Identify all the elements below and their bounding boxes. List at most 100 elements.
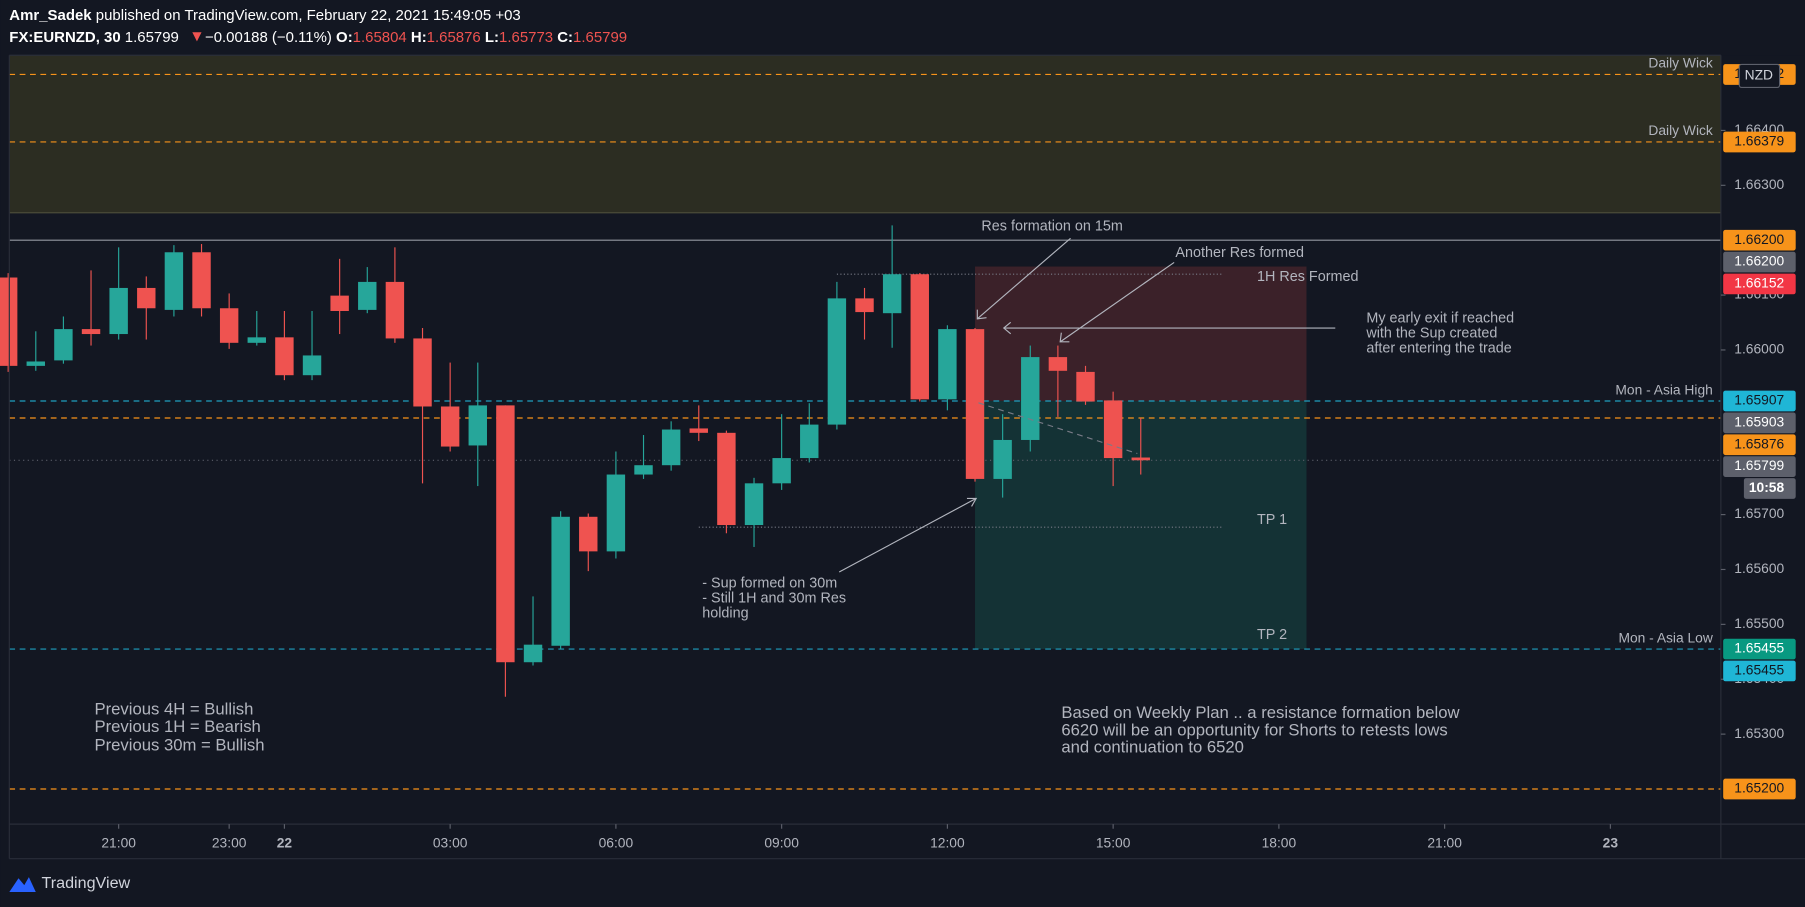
price-badge [1723, 131, 1796, 153]
price-badge [1723, 251, 1796, 273]
x-tick-label: 21:00 [1427, 834, 1462, 850]
x-tick-label: 03:00 [433, 834, 468, 850]
annotation: 6620 will be an opportunity for Shorts t… [1061, 720, 1447, 739]
arrow-head [966, 497, 978, 507]
candle-body [855, 298, 874, 313]
candle-body [109, 287, 128, 335]
level-label: Mon - Asia High [1615, 381, 1712, 397]
price-badge [1723, 229, 1796, 251]
arrows [838, 237, 1336, 573]
countdown: 10:58 [1749, 479, 1785, 495]
currency: NZD [1745, 67, 1773, 83]
candle-body [1076, 371, 1095, 402]
annotation: and continuation to 6520 [1061, 738, 1244, 757]
candle-body [579, 516, 598, 552]
zone [9, 55, 1721, 213]
annotation: My early exit if reached [1366, 311, 1514, 327]
ohlc-value: 1.65876 [427, 29, 481, 46]
candle-body [717, 432, 736, 526]
annotation: Previous 30m = Bullish [94, 735, 264, 754]
ohlc-label: L: [485, 29, 499, 46]
x-tick-label: 23:00 [212, 834, 247, 850]
level-label: Daily Wick [1648, 122, 1712, 138]
candle-body [440, 406, 460, 447]
level-layer: Daily Wick Daily Wick Mon - Asia High Mon -… [9, 55, 1721, 790]
candle-body [275, 337, 294, 376]
candle-body [1131, 457, 1150, 461]
price-badge [1723, 456, 1796, 477]
candle-body [938, 329, 957, 400]
ohlc-label: C: [557, 29, 573, 46]
brand: TradingView [42, 874, 131, 892]
countdown-badge [1743, 478, 1796, 499]
candle-body [26, 361, 45, 366]
candle-body [330, 295, 349, 311]
candle-body [827, 298, 847, 425]
footer: TradingView [9, 874, 131, 892]
last-price: 1.65799 [125, 29, 179, 46]
y-tick-label: 1.65700 [1734, 505, 1784, 521]
annotation: TP 2 [1257, 627, 1287, 643]
candle-body [358, 281, 377, 310]
annotation: Res formation on 15m [981, 219, 1122, 235]
publish-line: Amr_Sadek published on TradingView.com, … [9, 7, 520, 24]
price-badge-label: 1.66379 [1734, 133, 1784, 149]
price-badge-label: 1.65876 [1734, 435, 1784, 451]
price-badge-label: 1.66152 [1734, 275, 1784, 291]
candle-body [772, 458, 791, 484]
symbol: FX:EURNZD, 30 [9, 29, 120, 46]
candle-body [634, 465, 653, 475]
annotation: with the Sup created [1365, 326, 1497, 342]
badge-layer: 1.665021.663791.662001.662001.661521.659… [1723, 64, 1796, 800]
y-tick-label: 1.65600 [1734, 560, 1784, 576]
ohlc-line: −0.00188 (−0.11%) O:1.65804 H:1.65876 L:… [205, 29, 627, 46]
candle-body [496, 405, 515, 663]
candle-body [137, 287, 156, 309]
candle-body [219, 308, 239, 343]
candle-body [1048, 357, 1068, 371]
annotation: - Sup formed on 30m [702, 575, 837, 591]
price-badge [1723, 638, 1796, 660]
x-tick-label: 23 [1603, 834, 1619, 850]
candle-body [247, 337, 266, 343]
annotation: Previous 4H = Bullish [94, 700, 253, 719]
x-tick-label: 21:00 [101, 834, 136, 850]
price-badge [1723, 434, 1796, 456]
candle-body [164, 252, 184, 310]
currency-frame [1738, 63, 1781, 89]
candle-body [413, 338, 432, 407]
candle-body [744, 483, 764, 526]
candle-body [468, 405, 487, 446]
x-tick-label: 12:00 [930, 834, 965, 850]
candle-body [661, 429, 681, 466]
price-badge-label: 1.65903 [1734, 414, 1784, 430]
candle-body [81, 329, 101, 335]
candle-body [800, 424, 819, 459]
candle-body [1021, 357, 1040, 440]
x-tick-label: 06:00 [599, 834, 634, 850]
price-badge [1723, 412, 1796, 434]
y-tick-label: 1.66000 [1734, 341, 1784, 357]
x-tick-label: 18:00 [1262, 834, 1297, 850]
annotation: TP 1 [1257, 512, 1287, 528]
candle-body [523, 644, 543, 663]
candle-body [54, 329, 73, 361]
arrow-head [1059, 332, 1070, 343]
change: −0.00188 (−0.11%) [205, 29, 332, 46]
level-label: Mon - Asia Low [1618, 629, 1712, 645]
ohlc-value: 1.65799 [573, 29, 627, 46]
ohlc-label: H: [411, 29, 427, 46]
annotation-layer: Res formation on 15m Another Res formed … [94, 219, 1514, 757]
author: Amr_Sadek [9, 7, 92, 24]
annotation: Previous 1H = Bearish [94, 717, 260, 736]
candle-body [689, 428, 708, 433]
candle-body [0, 277, 18, 366]
arrow [976, 237, 1071, 320]
x-tick-label: 09:00 [764, 834, 799, 850]
ohlc-value: 1.65804 [353, 29, 407, 46]
y-tick-label: 1.66300 [1734, 176, 1784, 192]
annotation: Another Res formed [1175, 245, 1304, 261]
price-badge-label: 1.65799 [1734, 457, 1784, 473]
price-badge-label: 1.65455 [1734, 662, 1784, 678]
